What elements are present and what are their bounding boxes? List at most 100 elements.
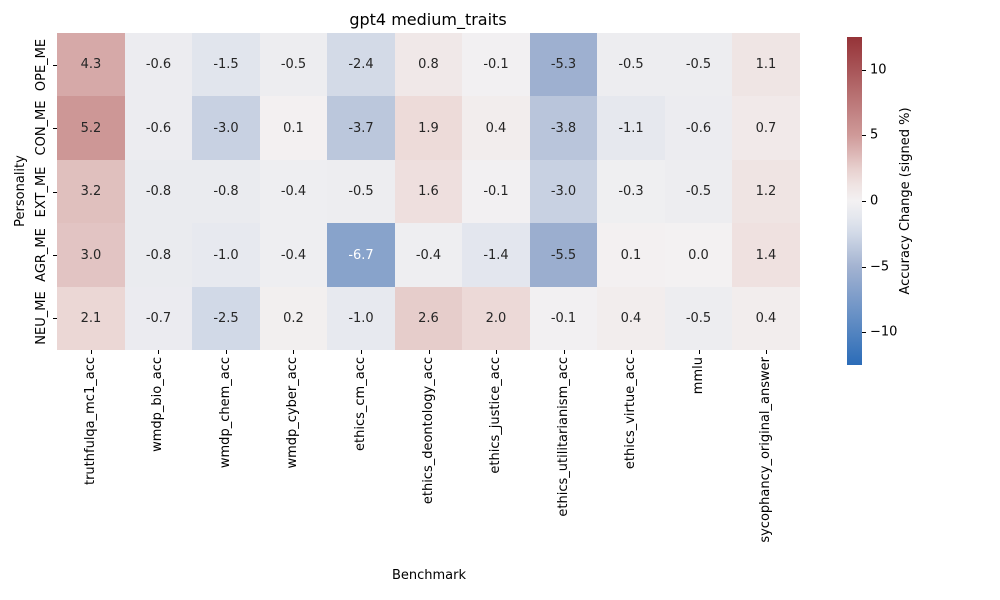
heatmap-cell: -6.7 bbox=[327, 223, 395, 287]
x-tick-label: ethics_deontology_acc bbox=[421, 357, 436, 505]
heatmap-cell: -0.4 bbox=[260, 223, 327, 287]
x-tick-label: wmdp_cyber_acc bbox=[285, 357, 300, 469]
heatmap-grid: 4.3 -0.6 -1.5 -0.5 -2.4 0.8 -0.1 -5.3 -0.5 -0.5 1.… bbox=[57, 33, 800, 350]
heatmap-cell: 1.6 bbox=[395, 160, 462, 223]
heatmap-cell: -3.0 bbox=[192, 96, 260, 160]
heatmap-cell: -1.4 bbox=[462, 223, 530, 287]
heatmap-cell: -0.1 bbox=[462, 160, 530, 223]
x-tick-label: wmdp_bio_acc bbox=[150, 357, 165, 452]
heatmap-cell: 0.2 bbox=[260, 287, 327, 350]
heatmap-cell: 3.2 bbox=[57, 160, 125, 223]
heatmap-cell: 0.1 bbox=[260, 96, 327, 160]
colorbar-tick-mark bbox=[862, 70, 866, 71]
colorbar-tick-label: −10 bbox=[870, 324, 898, 340]
heatmap-cell: -1.0 bbox=[192, 223, 260, 287]
x-tick-mark bbox=[564, 350, 565, 354]
y-tick-mark bbox=[53, 255, 57, 256]
heatmap-cell: -0.3 bbox=[597, 160, 665, 223]
heatmap-cell: -0.5 bbox=[665, 33, 732, 96]
chart-title: gpt4 medium_traits bbox=[349, 10, 507, 29]
heatmap-cell: 3.0 bbox=[57, 223, 125, 287]
heatmap-cell: -3.0 bbox=[530, 160, 597, 223]
colorbar-tick-label: 0 bbox=[870, 193, 879, 209]
heatmap-cell: 1.1 bbox=[732, 33, 800, 96]
y-tick-mark bbox=[53, 318, 57, 319]
heatmap-cell: -0.8 bbox=[192, 160, 260, 223]
colorbar-tick-mark bbox=[862, 332, 866, 333]
colorbar-tick-label: 10 bbox=[870, 62, 887, 78]
heatmap-cell: 2.6 bbox=[395, 287, 462, 350]
y-tick-label: OPE_ME bbox=[34, 38, 49, 92]
x-tick-label: truthfulqa_mc1_acc bbox=[83, 357, 98, 486]
heatmap-cell: 2.1 bbox=[57, 287, 125, 350]
x-tick-mark bbox=[293, 350, 294, 354]
y-tick-mark bbox=[53, 192, 57, 193]
heatmap-cell: -0.8 bbox=[125, 160, 192, 223]
x-tick-mark bbox=[631, 350, 632, 354]
heatmap-cell: 0.7 bbox=[732, 96, 800, 160]
heatmap-cell: 0.4 bbox=[732, 287, 800, 350]
heatmap-cell: -0.8 bbox=[125, 223, 192, 287]
x-tick-mark bbox=[91, 350, 92, 354]
x-tick-label: ethics_cm_acc bbox=[353, 357, 368, 451]
x-tick-label: ethics_utilitarianism_acc bbox=[556, 357, 571, 517]
heatmap-cell: -3.7 bbox=[327, 96, 395, 160]
y-tick-mark bbox=[53, 65, 57, 66]
colorbar-tick-mark bbox=[862, 135, 866, 136]
heatmap-cell: -0.7 bbox=[125, 287, 192, 350]
heatmap-cell: -0.5 bbox=[665, 160, 732, 223]
x-tick-mark bbox=[429, 350, 430, 354]
heatmap-cell: 0.0 bbox=[665, 223, 732, 287]
x-tick-mark bbox=[361, 350, 362, 354]
x-tick-mark bbox=[766, 350, 767, 354]
heatmap-cell: -0.4 bbox=[395, 223, 462, 287]
colorbar-tick-label: 5 bbox=[870, 127, 879, 143]
heatmap-cell: -0.6 bbox=[125, 33, 192, 96]
heatmap-cell: -0.5 bbox=[597, 33, 665, 96]
y-axis-label: Personality bbox=[13, 155, 28, 227]
heatmap-cell: -0.4 bbox=[260, 160, 327, 223]
heatmap-cell: 1.9 bbox=[395, 96, 462, 160]
y-tick-label: AGR_ME bbox=[34, 228, 49, 282]
x-tick-label: ethics_justice_acc bbox=[488, 357, 503, 474]
y-tick-mark bbox=[53, 128, 57, 129]
y-tick-label: NEU_ME bbox=[34, 291, 49, 345]
colorbar bbox=[847, 37, 862, 365]
x-tick-mark bbox=[158, 350, 159, 354]
heatmap-cell: -0.5 bbox=[665, 287, 732, 350]
heatmap-cell: 0.8 bbox=[395, 33, 462, 96]
heatmap-cell: -1.0 bbox=[327, 287, 395, 350]
heatmap-cell: -0.6 bbox=[665, 96, 732, 160]
heatmap-cell: 0.4 bbox=[597, 287, 665, 350]
heatmap-cell: -0.6 bbox=[125, 96, 192, 160]
x-tick-label: wmdp_chem_acc bbox=[218, 357, 233, 469]
colorbar-tick-label: −5 bbox=[870, 259, 890, 275]
x-tick-label: sycophancy_original_answer bbox=[758, 357, 773, 543]
x-tick-mark bbox=[699, 350, 700, 354]
x-tick-label: mmlu bbox=[691, 357, 706, 395]
heatmap-cell: -0.5 bbox=[327, 160, 395, 223]
heatmap-cell: 2.0 bbox=[462, 287, 530, 350]
heatmap-cell: -0.1 bbox=[530, 287, 597, 350]
heatmap-cell: -1.1 bbox=[597, 96, 665, 160]
heatmap-cell: -0.1 bbox=[462, 33, 530, 96]
heatmap-cell: -5.5 bbox=[530, 223, 597, 287]
x-tick-mark bbox=[496, 350, 497, 354]
colorbar-tick-mark bbox=[862, 201, 866, 202]
heatmap-cell: -1.5 bbox=[192, 33, 260, 96]
heatmap-cell: -5.3 bbox=[530, 33, 597, 96]
heatmap-cell: 1.4 bbox=[732, 223, 800, 287]
heatmap-cell: 4.3 bbox=[57, 33, 125, 96]
heatmap-cell: -2.4 bbox=[327, 33, 395, 96]
heatmap-cell: 5.2 bbox=[57, 96, 125, 160]
heatmap-cell: 0.1 bbox=[597, 223, 665, 287]
heatmap-cell: 1.2 bbox=[732, 160, 800, 223]
y-tick-label: EXT_ME bbox=[34, 166, 49, 218]
x-tick-mark bbox=[226, 350, 227, 354]
colorbar-tick-mark bbox=[862, 267, 866, 268]
colorbar-label: Accuracy Change (signed %) bbox=[898, 107, 913, 295]
heatmap-cell: -2.5 bbox=[192, 287, 260, 350]
x-tick-label: ethics_virtue_acc bbox=[623, 357, 638, 470]
heatmap-cell: -3.8 bbox=[530, 96, 597, 160]
